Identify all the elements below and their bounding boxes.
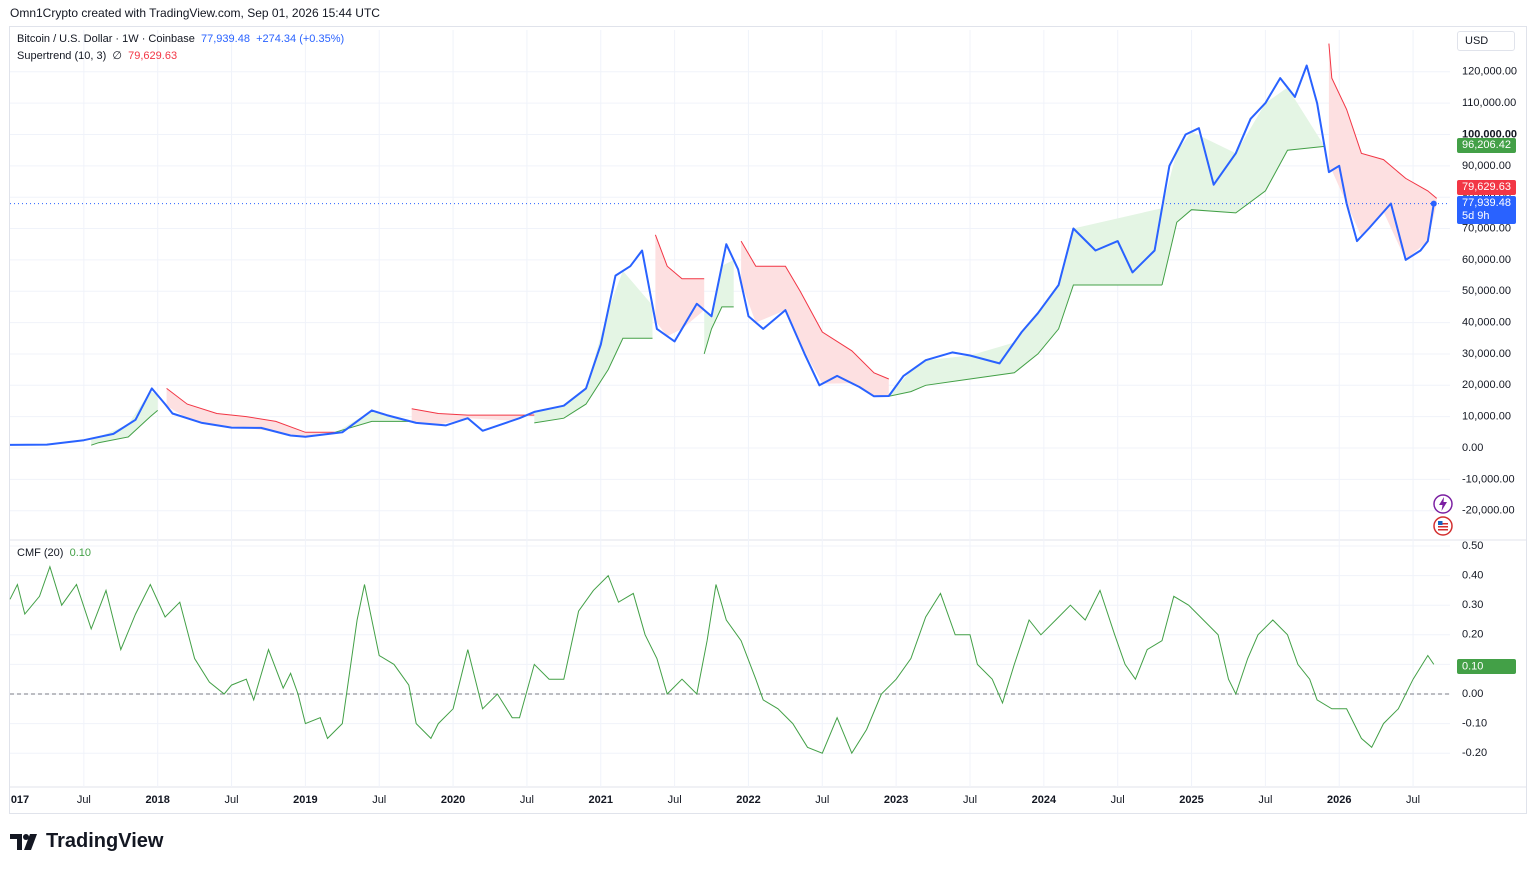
time-axis-label: Jul	[372, 794, 386, 806]
supertrend-fill-down	[655, 234, 705, 337]
chart-frame	[9, 26, 1527, 814]
price-axis-tick: 30,000.00	[1462, 348, 1511, 360]
cmf-axis-tick: 0.00	[1462, 688, 1483, 700]
cmf-axis-tick: 0.40	[1462, 570, 1483, 582]
price-axis-tick: -20,000.00	[1462, 505, 1515, 517]
time-axis-label: 2020	[441, 794, 465, 806]
time-axis-label: 2019	[293, 794, 317, 806]
cmf-last-label: 0.10	[1462, 660, 1483, 672]
currency-selector[interactable]: USD	[1457, 31, 1515, 51]
price-line	[9, 64, 1435, 446]
price-axis-tick: 60,000.00	[1462, 254, 1511, 266]
support-price-label: 96,206.42	[1462, 139, 1511, 151]
support-price-label-bg	[1457, 138, 1516, 153]
tradingview-logo-icon	[10, 831, 40, 853]
cmf-axis-tick: 0.50	[1462, 540, 1483, 552]
time-axis-label: Jul	[77, 794, 91, 806]
legend-price: 77,939.48	[201, 33, 250, 45]
supertrend-fill-down	[411, 408, 535, 425]
time-axis-label: Jul	[520, 794, 534, 806]
last-price-label: 77,939.48	[1462, 197, 1511, 209]
us-flag-icon[interactable]	[1433, 516, 1453, 536]
supertrend-line-down	[166, 388, 335, 433]
cmf-value: 0.10	[69, 547, 91, 559]
supertrend-line-down	[411, 408, 535, 416]
price-axis-tick: 120,000.00	[1462, 66, 1517, 78]
supertrend-fill-down	[166, 388, 335, 437]
price-axis-tick: 40,000.00	[1462, 317, 1511, 329]
cmf-line	[9, 565, 1435, 755]
last-price-label-bg	[1457, 196, 1516, 224]
time-axis-label: Jul	[1111, 794, 1125, 806]
cmf-legend[interactable]: CMF (20) 0.10	[17, 547, 91, 559]
price-axis-tick: -10,000.00	[1462, 473, 1515, 485]
time-axis-label: 2024	[1032, 794, 1057, 806]
supertrend-symbol: ∅	[112, 50, 122, 62]
price-axis-tick: 100,000.00	[1462, 128, 1517, 140]
price-axis-tick: 10,000.00	[1462, 411, 1511, 423]
main-legend[interactable]: Bitcoin / U.S. Dollar · 1W · Coinbase 77…	[17, 33, 344, 45]
legend-symbol: Bitcoin / U.S. Dollar · 1W · Coinbase	[17, 33, 195, 45]
time-axis-label: 2023	[884, 794, 908, 806]
supertrend-price-label-bg	[1457, 180, 1516, 195]
cmf-axis-tick: -0.10	[1462, 718, 1487, 730]
supertrend-line-up	[1161, 145, 1325, 286]
supertrend-line-up	[534, 337, 653, 424]
supertrend-fill-up	[1162, 87, 1325, 285]
supertrend-fill-down	[1328, 43, 1437, 260]
cmf-axis-tick: -0.20	[1462, 747, 1487, 759]
price-axis-tick: 50,000.00	[1462, 285, 1511, 297]
supertrend-fill-up	[704, 259, 734, 354]
cmf-label: CMF (20)	[17, 547, 64, 559]
cmf-axis-tick: 0.30	[1462, 599, 1483, 611]
time-axis-label: Jul	[1406, 794, 1420, 806]
price-axis-tick: 20,000.00	[1462, 379, 1511, 391]
supertrend-line-down	[1328, 43, 1438, 199]
time-axis-label: 2022	[736, 794, 760, 806]
time-axis-label: 2018	[145, 794, 169, 806]
chart-attribution: Omn1Crypto created with TradingView.com,…	[10, 6, 380, 20]
supertrend-fill-up	[534, 270, 653, 423]
supertrend-line-up	[703, 306, 734, 355]
supertrend-line-down	[740, 240, 889, 380]
last-price-dot	[1430, 200, 1437, 207]
price-axis-tick: 70,000.00	[1462, 222, 1511, 234]
last-price-label: 5d 9h	[1462, 210, 1490, 222]
time-axis-label: 017	[11, 794, 29, 806]
tradingview-logo[interactable]: TradingView	[10, 830, 163, 853]
lightning-icon[interactable]	[1433, 494, 1453, 514]
supertrend-line-up	[91, 410, 159, 446]
price-axis-tick: 110,000.00	[1462, 97, 1516, 109]
supertrend-price-label: 79,629.63	[1462, 181, 1511, 193]
time-axis-label: Jul	[815, 794, 829, 806]
time-axis-label: 2021	[589, 794, 613, 806]
price-axis-tick: 90,000.00	[1462, 160, 1511, 172]
supertrend-fill-up	[888, 208, 1162, 397]
time-axis-label: Jul	[668, 794, 682, 806]
time-axis-label: 2026	[1327, 794, 1351, 806]
supertrend-line-down	[654, 234, 705, 280]
supertrend-legend[interactable]: Supertrend (10, 3) ∅ 79,629.63	[17, 49, 177, 62]
supertrend-label: Supertrend (10, 3)	[17, 50, 107, 62]
time-axis-label: Jul	[1258, 794, 1272, 806]
cmf-last-label-bg	[1457, 659, 1516, 674]
supertrend-line-up	[888, 284, 1162, 397]
price-axis-tick: 0.00	[1462, 442, 1483, 454]
time-axis-label: Jul	[963, 794, 977, 806]
time-axis-label: Jul	[225, 794, 239, 806]
cmf-axis-tick: 0.20	[1462, 629, 1483, 641]
tradingview-logo-text: TradingView	[46, 830, 164, 852]
legend-change: +274.34 (+0.35%)	[256, 33, 345, 45]
supertrend-value: 79,629.63	[128, 50, 178, 62]
time-axis-label: 2025	[1179, 794, 1203, 806]
supertrend-fill-up	[91, 391, 158, 446]
